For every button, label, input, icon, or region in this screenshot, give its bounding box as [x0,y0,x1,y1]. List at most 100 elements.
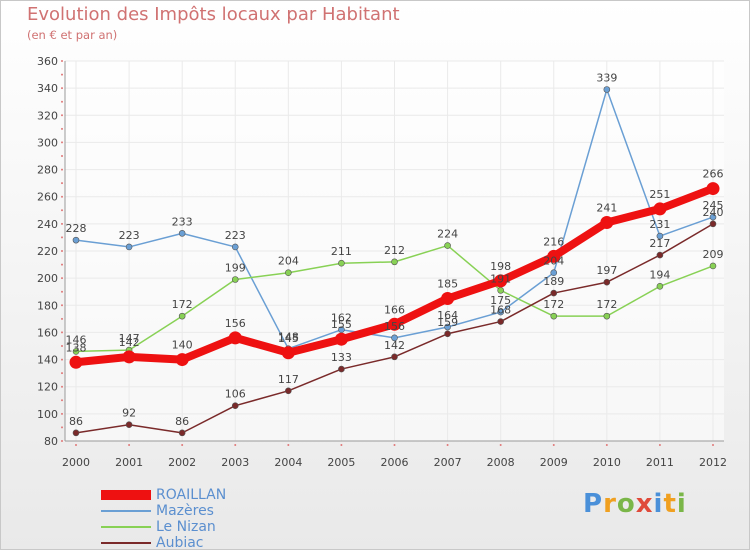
data-label: 142 [119,336,140,349]
x-tick-dot [605,444,608,446]
data-label: 251 [649,188,670,201]
legend-label-roaillan: ROAILLAN [156,487,227,503]
y-tick-label: 300 [37,136,58,149]
data-point [550,269,558,277]
legend-label-aubiac: Aubiac [156,535,204,550]
data-label: 164 [437,309,458,322]
y-tick-label: 280 [37,164,58,177]
x-tick-dot [658,444,661,446]
y-minor-tick-dot [61,426,63,429]
data-label: 175 [490,294,511,307]
data-label: 199 [225,262,246,275]
x-tick-label: 2000 [62,456,90,469]
data-label: 223 [225,229,246,242]
data-point [125,421,133,429]
data-point [178,230,186,237]
y-tick-label: 220 [37,245,58,258]
data-point [285,387,292,395]
data-label: 162 [331,312,352,325]
y-tick-label: 100 [37,408,58,421]
brand-letter: i [653,489,664,519]
data-label: 92 [122,407,136,420]
data-label: 185 [437,278,458,291]
data-point [72,236,80,244]
legend-label-le-nizan: Le Nizan [156,519,216,535]
data-label: 117 [278,373,299,386]
data-point [653,202,667,216]
y-tick-label: 340 [37,82,58,95]
legend-swatch-le-nizan [101,526,151,528]
data-label: 166 [384,303,405,316]
x-tick-dot [75,444,77,446]
y-minor-tick-dot [61,263,63,266]
y-tick-dot [61,60,63,62]
data-point [603,312,611,320]
data-label: 147 [119,332,140,345]
data-point [444,323,451,331]
y-tick-dot [61,114,63,117]
brand-letter: i [676,489,687,519]
data-point [69,355,83,369]
data-point [72,348,80,355]
data-point [178,312,186,320]
y-tick-label: 80 [44,435,58,448]
data-point [497,318,504,325]
data-label: 133 [331,351,352,364]
data-point [709,213,717,221]
data-point [178,429,186,437]
brand-letter: P [583,489,604,519]
data-label: 233 [172,215,193,228]
data-point [391,353,398,361]
data-label: 86 [175,415,189,428]
y-tick-dot [61,141,63,144]
data-point [603,278,611,286]
data-point [550,289,558,297]
y-tick-dot [61,412,63,415]
data-point [388,317,401,331]
y-minor-tick-dot [61,290,63,293]
data-label: 216 [543,235,564,248]
legend: ROAILLAN Mazères Le Nizan Aubiac [101,487,227,550]
x-tick-dot [340,444,343,446]
data-label: 140 [172,339,193,352]
y-minor-tick-dot [61,209,63,212]
data-label: 204 [278,255,299,268]
x-tick-label: 2011 [646,456,674,469]
data-label: 86 [69,415,83,428]
data-label: 194 [649,268,670,281]
x-tick-dot [712,444,714,446]
data-point [231,276,239,283]
y-tick-dot [61,250,63,252]
data-point [497,308,504,316]
data-label: 212 [384,244,405,257]
data-label: 266 [703,168,724,181]
y-tick-label: 160 [37,326,58,339]
x-tick-label: 2002 [168,456,196,469]
data-point [231,402,239,410]
data-label: 211 [331,245,352,258]
x-tick-dot [552,444,555,446]
data-label: 197 [596,264,617,277]
y-tick-dot [61,168,63,171]
data-point [709,220,717,228]
data-label: 142 [384,339,405,352]
data-point [550,312,558,320]
data-label: 159 [437,316,458,329]
y-tick-label: 240 [37,218,58,231]
brand-letter: o [616,489,636,519]
legend-item-le-nizan: Le Nizan [101,519,226,535]
y-tick-dot [61,277,63,280]
data-label: 172 [596,298,617,311]
y-tick-dot [61,440,63,442]
data-point [338,259,345,267]
y-tick-label: 120 [37,381,58,394]
data-point [444,242,451,249]
data-label: 156 [225,317,246,330]
x-tick-dot [234,444,237,446]
data-label: 339 [596,72,617,85]
data-label: 240 [703,206,724,219]
data-label: 245 [703,199,724,212]
y-minor-tick-dot [61,399,63,402]
y-tick-label: 320 [37,109,58,122]
y-minor-tick-dot [61,372,63,375]
